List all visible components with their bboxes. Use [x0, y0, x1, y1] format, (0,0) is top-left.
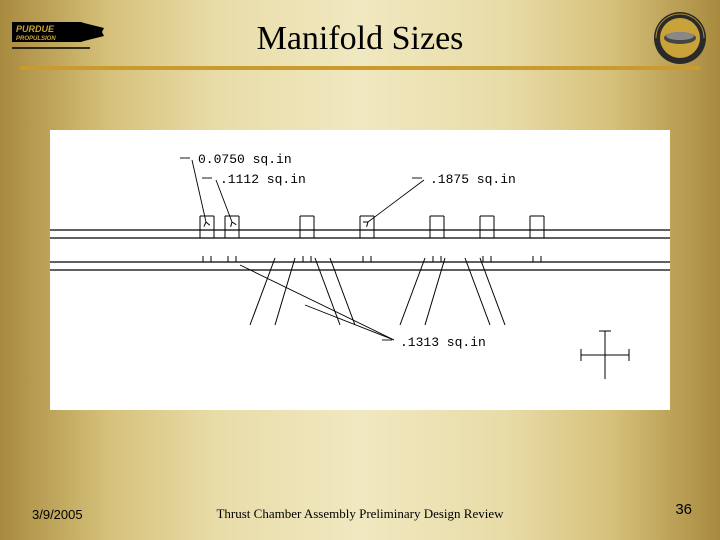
callout-0: 0.0750 sq.in [198, 152, 292, 167]
manifold-diagram: 0.0750 sq.in .1112 sq.in .1875 sq.in .13… [50, 130, 670, 410]
callout-3: .1313 sq.in [400, 335, 486, 350]
slide-title: Manifold Sizes [0, 20, 720, 58]
slide: PURDUE PROPULSION Manifold Sizes 0.0750 … [0, 0, 720, 540]
footer-page-number: 36 [675, 501, 692, 518]
callout-1: .1112 sq.in [220, 172, 306, 187]
callout-2: .1875 sq.in [430, 172, 516, 187]
footer-title: Thrust Chamber Assembly Preliminary Desi… [0, 506, 720, 522]
title-underline [20, 66, 700, 70]
